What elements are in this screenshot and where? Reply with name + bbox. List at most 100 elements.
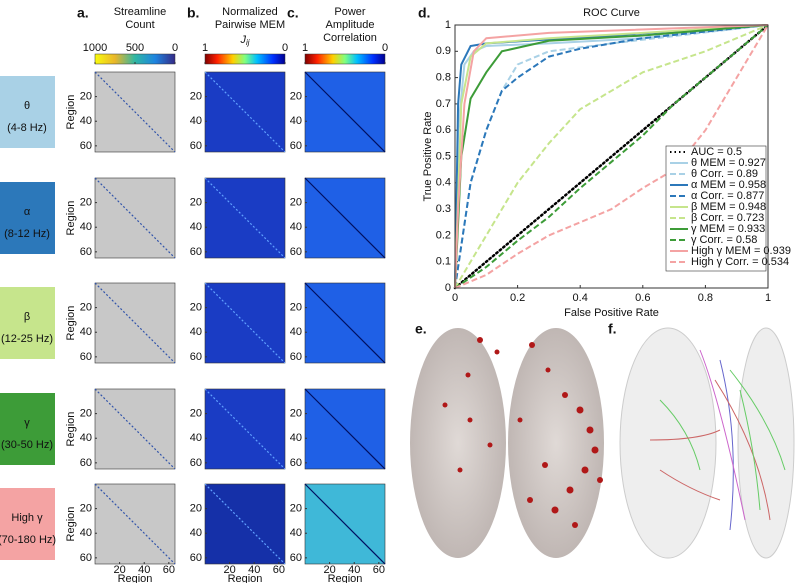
y-tick-label: 0.1 — [436, 256, 451, 268]
column-title: Amplitude — [326, 19, 375, 31]
y-tick-label: 0.2 — [436, 229, 451, 241]
matrix-y-tick-label: 60 — [190, 246, 202, 258]
band-range: (70-180 Hz) — [0, 534, 56, 546]
colorbar — [304, 53, 386, 65]
matrix-y-tick-label: 40 — [80, 221, 92, 233]
band-symbol: High γ — [11, 512, 43, 524]
legend-label: θ Corr. = 0.89 — [691, 168, 758, 180]
band-symbol: β — [24, 311, 30, 323]
matrix-x-tick-label: 20 — [113, 564, 125, 576]
roc-curve — [454, 24, 769, 289]
band-symbol: γ — [24, 417, 30, 429]
matrix-y-tick-label: 60 — [80, 140, 92, 152]
panel-letter: d. — [418, 5, 430, 21]
x-tick-label: 0 — [452, 292, 458, 304]
matrix-y-tick-label: 40 — [80, 527, 92, 539]
column-title: Correlation — [323, 32, 377, 44]
roc-curve — [454, 24, 769, 289]
legend-label: γ MEM = 0.933 — [691, 223, 765, 235]
x-tick-label: 0.6 — [635, 292, 650, 304]
colorbar — [204, 53, 286, 65]
column-title: Normalized — [222, 6, 278, 18]
column-title: Power — [334, 6, 366, 18]
y-axis-label: True Positive Rate — [422, 111, 434, 201]
matrix-y-tick-label: 40 — [190, 432, 202, 444]
y-tick-label: 1 — [445, 19, 451, 31]
band-symbol: α — [24, 206, 31, 218]
matrix-y-tick-label: 20 — [80, 408, 92, 420]
matrix-x-tick-label: 20 — [223, 564, 235, 576]
matrix-y-label: Region — [65, 95, 77, 130]
panel-letter: b. — [187, 5, 199, 21]
band-range: (12-25 Hz) — [1, 333, 53, 345]
legend-label: High γ Corr. = 0.534 — [691, 256, 789, 268]
matrix-diagonal — [94, 177, 176, 259]
matrix-diagonal — [204, 388, 286, 470]
y-tick-label: 0.6 — [436, 124, 451, 136]
band-box — [0, 393, 55, 465]
matrix-diagonal — [304, 71, 386, 153]
colorbar-tick-label: 1000 — [83, 42, 107, 54]
matrix-diagonal — [94, 282, 176, 364]
roc-curve — [454, 24, 769, 289]
roc-curve — [454, 24, 769, 289]
band-box — [0, 287, 55, 359]
matrix-y-tick-label: 20 — [80, 91, 92, 103]
matrix-x-tick-label: 40 — [348, 564, 360, 576]
colorbar-tick-label: 1 — [302, 42, 308, 54]
matrix-x-tick-label: 60 — [373, 564, 385, 576]
matrix-diagonal — [204, 282, 286, 364]
y-tick-label: 0.3 — [436, 203, 451, 215]
matrix-diagonal — [204, 71, 286, 153]
matrix-diagonal — [94, 483, 176, 565]
matrix-y-tick-label: 20 — [290, 91, 302, 103]
panel-letter: e. — [415, 321, 427, 337]
y-tick-label: 0.7 — [436, 98, 451, 110]
band-box — [0, 76, 55, 148]
matrix-y-tick-label: 40 — [290, 527, 302, 539]
legend-label: α Corr. = 0.877 — [691, 190, 764, 202]
legend-label: β Corr. = 0.723 — [691, 212, 764, 224]
matrix-x-label: Region — [328, 573, 363, 583]
band-range: (8-12 Hz) — [4, 228, 50, 240]
matrix-y-tick-label: 40 — [290, 221, 302, 233]
plot-frame — [454, 24, 769, 289]
matrix-x-tick-label: 40 — [138, 564, 150, 576]
legend-label: High γ MEM = 0.939 — [691, 245, 791, 257]
y-tick-label: 0.8 — [436, 72, 451, 84]
matrix-diagonal — [304, 388, 386, 470]
matrix-y-tick-label: 60 — [190, 140, 202, 152]
matrix-diagonal — [94, 388, 176, 470]
colorbar-tick-label: 0 — [172, 42, 178, 54]
legend-label: α MEM = 0.958 — [691, 179, 766, 191]
matrix-y-tick-label: 20 — [190, 302, 202, 314]
column-title: Streamline — [114, 6, 167, 18]
matrix-y-tick-label: 40 — [80, 432, 92, 444]
matrix-y-label: Region — [65, 507, 77, 542]
matrix-y-tick-label: 20 — [80, 503, 92, 515]
legend-label: AUC = 0.5 — [691, 146, 742, 158]
matrix-diagonal — [94, 71, 176, 153]
x-tick-label: 0.2 — [510, 292, 525, 304]
matrix-y-tick-label: 60 — [190, 457, 202, 469]
matrix-diagonal — [304, 282, 386, 364]
matrix-diagonal — [204, 177, 286, 259]
y-tick-label: 0 — [445, 282, 451, 294]
legend-label: γ Corr. = 0.58 — [691, 234, 757, 246]
roc-curve — [454, 24, 769, 289]
matrix-diagonal — [304, 483, 386, 565]
x-tick-label: 1 — [765, 292, 771, 304]
column-title: Pairwise MEM — [215, 19, 285, 31]
x-tick-label: 0.4 — [573, 292, 588, 304]
matrix-x-tick-label: 40 — [248, 564, 260, 576]
y-tick-label: 0.5 — [436, 150, 451, 162]
matrix-y-tick-label: 20 — [190, 91, 202, 103]
matrix-y-tick-label: 20 — [290, 197, 302, 209]
matrix-y-tick-label: 40 — [290, 115, 302, 127]
matrix-y-tick-label: 60 — [290, 246, 302, 258]
matrix-y-tick-label: 60 — [80, 457, 92, 469]
band-box — [0, 488, 55, 560]
matrix-y-tick-label: 20 — [80, 197, 92, 209]
y-tick-label: 0.4 — [436, 177, 451, 189]
roc-curve — [453, 23, 770, 290]
